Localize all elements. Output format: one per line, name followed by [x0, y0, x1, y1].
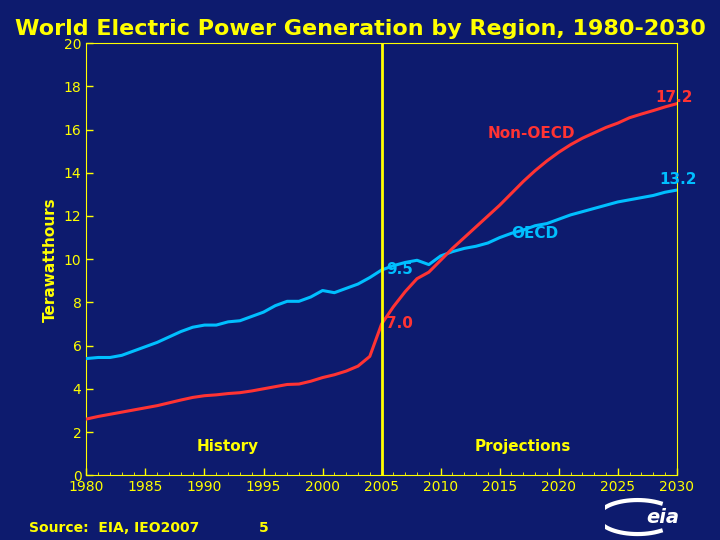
Text: World Electric Power Generation by Region, 1980-2030: World Electric Power Generation by Regio…	[14, 19, 706, 39]
Text: History: History	[197, 438, 259, 454]
Text: eia: eia	[647, 508, 680, 526]
Text: 13.2: 13.2	[659, 172, 696, 187]
Text: 17.2: 17.2	[655, 90, 693, 105]
Text: 5: 5	[259, 521, 269, 535]
Text: Projections: Projections	[475, 438, 572, 454]
Text: 9.5: 9.5	[387, 262, 413, 278]
Text: 7.0: 7.0	[387, 316, 413, 332]
Text: Source:  EIA, IEO2007: Source: EIA, IEO2007	[29, 521, 199, 535]
Text: Non-OECD: Non-OECD	[488, 126, 575, 141]
Text: OECD: OECD	[511, 226, 559, 241]
Y-axis label: Terawatthours: Terawatthours	[43, 197, 58, 321]
